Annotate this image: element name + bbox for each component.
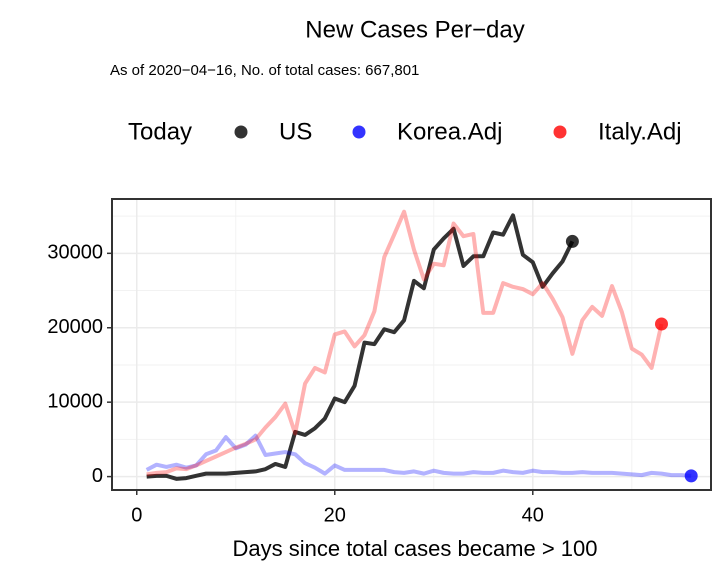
x-tick-label: 40	[522, 504, 544, 526]
legend-title: Today	[128, 118, 192, 145]
legend-label: Italy.Adj	[598, 118, 682, 145]
x-tick-label: 0	[131, 504, 142, 526]
series-line	[146, 213, 575, 481]
y-tick-label: 30000	[47, 242, 103, 264]
y-tick-label: 10000	[47, 390, 103, 412]
end-point	[654, 317, 668, 331]
y-tick-label: 0	[92, 465, 103, 487]
legend-key	[352, 125, 366, 139]
x-axis-label: Days since total cases became > 100	[232, 536, 597, 561]
chart-subtitle: As of 2020−04−16, No. of total cases: 66…	[110, 62, 419, 79]
chart-title: New Cases Per−day	[305, 16, 524, 43]
series-line	[145, 433, 692, 478]
legend-key	[234, 125, 248, 139]
series-line	[146, 209, 664, 477]
end-point	[684, 469, 698, 483]
legend-label: Korea.Adj	[397, 118, 502, 145]
y-tick-label: 20000	[47, 316, 103, 338]
x-tick-label: 20	[324, 504, 346, 526]
plot-border	[111, 198, 712, 491]
end-point	[565, 234, 579, 248]
legend-label: US	[279, 118, 312, 145]
legend-key	[553, 125, 567, 139]
